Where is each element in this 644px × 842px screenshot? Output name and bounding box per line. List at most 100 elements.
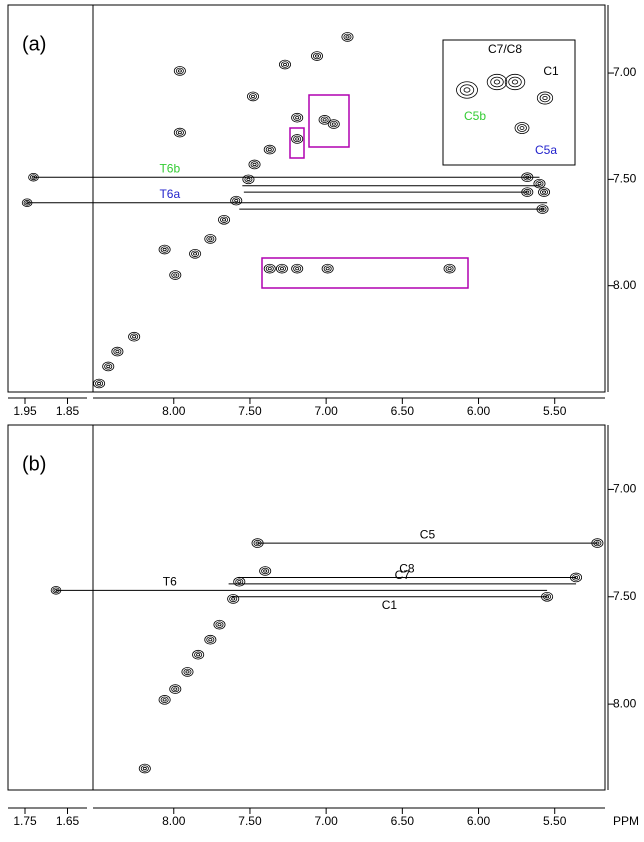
contour-ring: [294, 266, 301, 272]
cross-peak: [534, 179, 545, 188]
y-tick-label: 7.50: [613, 589, 637, 603]
contour-ring: [253, 163, 256, 165]
contour-ring: [235, 199, 238, 201]
contour-ring: [281, 62, 288, 68]
cross-peak: [189, 249, 200, 258]
contour-ring: [518, 125, 527, 132]
contour-ring: [321, 117, 328, 123]
contour-ring: [457, 82, 478, 99]
contour-ring: [512, 80, 518, 84]
cross-peak: [112, 347, 123, 356]
contour-ring: [251, 162, 258, 168]
y-tick-label: 7.00: [613, 65, 637, 79]
cross-peak: [174, 67, 185, 76]
contour-ring: [95, 381, 102, 387]
cross-peak: [234, 577, 245, 586]
contour-ring: [251, 95, 254, 97]
contour-ring: [207, 236, 214, 242]
cross-peak: [205, 635, 216, 644]
contour-ring: [172, 272, 179, 278]
contour-ring: [220, 217, 227, 223]
x-axis-label: PPM: [613, 814, 639, 828]
cross-peak: [129, 332, 140, 341]
figure: (a)8.007.507.006.506.005.501.951.857.007…: [0, 0, 644, 842]
contour-ring: [105, 364, 112, 370]
contour-ring: [238, 581, 241, 583]
contour-ring: [174, 688, 177, 690]
inset-peak: [505, 74, 525, 89]
cross-peak: [214, 620, 225, 629]
cross-peak: [231, 196, 242, 205]
cross-peak: [243, 175, 254, 184]
cross-peak: [276, 264, 287, 273]
contour-ring: [446, 266, 453, 272]
contour-ring: [184, 669, 191, 675]
plot-frame: [93, 425, 605, 790]
contour-ring: [268, 267, 271, 269]
x-tick-label: 6.00: [467, 404, 491, 418]
x-tick-label: 6.00: [467, 814, 491, 828]
cross-peak: [182, 668, 193, 677]
strip-frame: [8, 425, 93, 790]
contour-ring: [249, 94, 256, 100]
contour-ring: [283, 63, 286, 65]
link-label: C7: [395, 568, 411, 582]
link-label: C1: [382, 598, 398, 612]
contour-ring: [326, 267, 329, 269]
x-tick-label: 7.00: [314, 404, 338, 418]
cross-peak: [342, 32, 353, 41]
contour-ring: [116, 350, 119, 352]
x-tick-label: 7.50: [238, 814, 262, 828]
contour-ring: [161, 697, 168, 703]
contour-ring: [178, 131, 181, 133]
cross-peak: [311, 52, 322, 61]
cross-peak: [322, 264, 333, 273]
x-tick-label: 1.65: [56, 814, 80, 828]
cross-peak: [247, 92, 258, 101]
x-tick-label: 7.00: [314, 814, 338, 828]
contour-ring: [280, 267, 283, 269]
x-tick-label: 8.00: [162, 814, 186, 828]
contour-ring: [114, 349, 121, 355]
contour-ring: [264, 570, 267, 572]
contour-ring: [161, 247, 168, 253]
contour-ring: [487, 74, 507, 89]
y-tick-label: 8.00: [613, 696, 637, 710]
contour-ring: [296, 116, 299, 118]
panel-label: (b): [22, 453, 46, 475]
x-tick-label: 6.50: [391, 404, 415, 418]
contour-ring: [324, 266, 331, 272]
cross-peak: [103, 362, 114, 371]
x-tick-label: 1.95: [13, 404, 37, 418]
x-tick-label: 5.50: [543, 404, 567, 418]
cross-peak: [218, 215, 229, 224]
cross-peak: [328, 120, 339, 129]
contour-ring: [178, 70, 181, 72]
cross-peak: [292, 135, 303, 144]
contour-ring: [247, 178, 250, 180]
inset-label: C5b: [464, 109, 486, 123]
link-label: T6a: [159, 187, 180, 201]
cross-peak: [159, 695, 170, 704]
contour-ring: [296, 138, 299, 140]
contour-ring: [186, 671, 189, 673]
link-label: T6: [163, 574, 177, 588]
inset-peak: [457, 82, 478, 99]
cross-peak: [538, 188, 549, 197]
cross-peak: [264, 145, 275, 154]
link-label: T6b: [159, 161, 180, 175]
contour-ring: [278, 266, 285, 272]
contour-ring: [174, 274, 177, 276]
contour-ring: [218, 623, 221, 625]
contour-ring: [313, 53, 320, 59]
x-tick-label: 7.50: [238, 404, 262, 418]
contour-ring: [197, 654, 200, 656]
cross-peak: [264, 264, 275, 273]
contour-ring: [344, 34, 351, 40]
contour-ring: [540, 189, 547, 195]
panel-label: (a): [22, 33, 46, 55]
cross-peak: [193, 650, 204, 659]
contour-ring: [448, 267, 451, 269]
cross-peak: [260, 567, 271, 576]
cross-peak: [159, 245, 170, 254]
